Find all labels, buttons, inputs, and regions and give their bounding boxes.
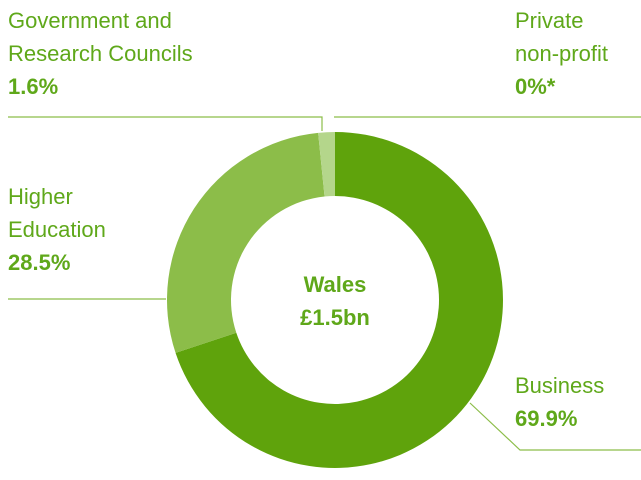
donut-slice-1 — [167, 132, 325, 353]
donut-slice-2 — [318, 132, 335, 197]
center-value: £1.5bn — [300, 305, 370, 330]
label-line: Research Councils — [8, 41, 193, 66]
label-line: Government and — [8, 8, 172, 33]
donut-slice-0 — [175, 132, 503, 469]
label-line: Private — [515, 8, 584, 33]
center-title: Wales — [303, 272, 367, 297]
label-line: non-profit — [515, 41, 608, 66]
donut-center-label: Wales £1.5bn — [235, 268, 435, 334]
leader-line-business — [469, 402, 641, 451]
label-government-research-councils: Government and Research Councils 1.6% — [8, 4, 193, 103]
slice-value-label: 0%* — [515, 74, 556, 99]
slice-value-label: 69.9% — [515, 406, 578, 431]
label-line: Higher — [8, 184, 73, 209]
label-line: Business — [515, 373, 605, 398]
label-higher-education: Higher Education 28.5% — [8, 180, 106, 279]
label-private-non-profit: Private non-profit 0%* — [515, 4, 608, 103]
slice-value-label: 1.6% — [8, 74, 59, 99]
leader-line-government — [8, 116, 323, 131]
label-line: Education — [8, 217, 106, 242]
label-business: Business 69.9% — [515, 369, 604, 435]
slice-value-label: 28.5% — [8, 250, 71, 275]
